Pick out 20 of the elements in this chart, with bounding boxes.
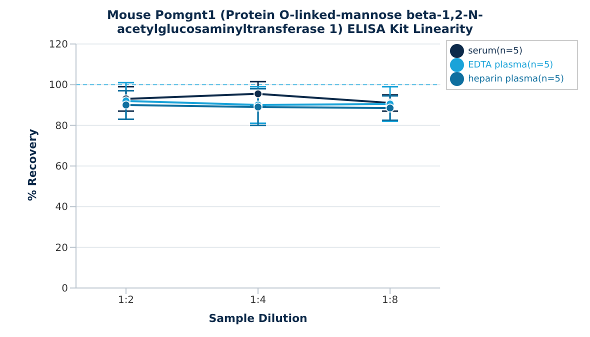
point <box>122 100 130 110</box>
y-tick-label: 80 <box>55 120 68 132</box>
x-tick-label: 1:8 <box>382 295 398 306</box>
y-tick-label: 40 <box>55 202 68 214</box>
y-axis-title: % Recovery <box>26 128 39 201</box>
y-tick-label: 120 <box>48 40 68 51</box>
point <box>254 102 263 112</box>
legend-label: heparin plasma(n=5) <box>468 74 564 84</box>
chart-title: Mouse Pomgnt1 (Protein O-linked-mannose beta-1,2-N-acetylglucosaminyltransferase 1) ELISA Kit Linearity <box>106 8 484 36</box>
legend-label: serum(n=5) <box>468 46 522 56</box>
x-tick-label: 1:2 <box>118 295 134 306</box>
point <box>386 104 395 113</box>
legend-label: EDTA plasma(n=5) <box>468 60 554 70</box>
point <box>254 89 263 98</box>
y-tick-label: 0 <box>62 284 68 295</box>
y-tick-label: 100 <box>48 80 68 92</box>
y-tick-label: 60 <box>55 162 68 173</box>
y-tick-label: 20 <box>55 242 68 254</box>
x-axis-title: Sample Dilution <box>208 312 308 325</box>
x-tick-label: 1:4 <box>250 295 266 306</box>
